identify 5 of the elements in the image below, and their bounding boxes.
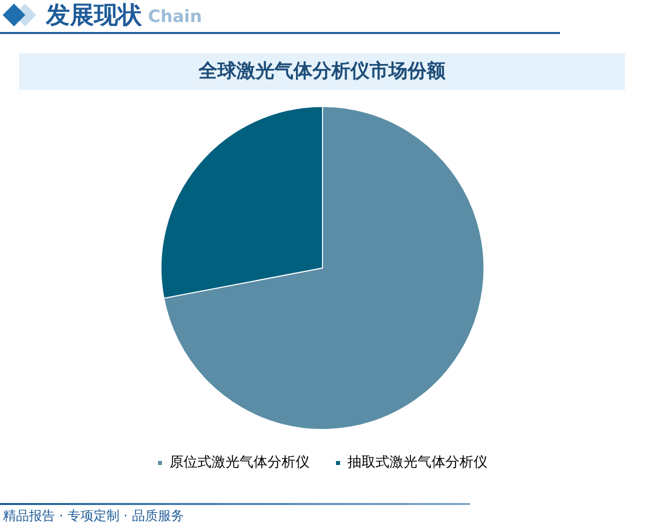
legend-label: 抽取式激光气体分析仪: [348, 454, 488, 471]
text: 精品报告 · 专项定制 · 品质服务: [3, 508, 184, 525]
text: Chain: [148, 7, 202, 27]
text: 发展现状: [46, 2, 142, 31]
legend-label: 原位式激光气体分析仪: [170, 454, 310, 471]
